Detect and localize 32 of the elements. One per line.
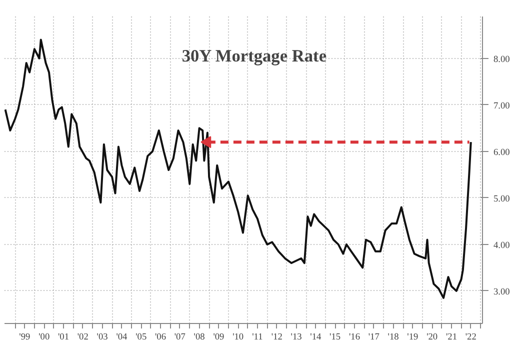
x-tick-label: '07 [174, 332, 186, 342]
x-tick-label: '16 [349, 332, 360, 342]
x-tick-label: '22 [465, 332, 477, 342]
x-tick-label: '18 [388, 332, 400, 342]
x-tick-label: '99 [19, 332, 31, 342]
x-tick-label: '20 [426, 332, 438, 342]
x-tick-label: '08 [194, 332, 206, 342]
x-tick-label: '13 [290, 332, 302, 342]
x-tick-label: '14 [310, 332, 322, 342]
y-tick-label: 8.00 [494, 54, 510, 65]
y-tick-label: 5.00 [494, 194, 510, 204]
y-tick-label: 6.00 [494, 148, 510, 158]
x-tick-label: '10 [232, 332, 244, 342]
x-tick-label: '15 [330, 332, 341, 342]
x-tick-label: '05 [136, 332, 147, 342]
x-tick-label: '11 [252, 332, 264, 342]
x-tick-label: '02 [77, 332, 89, 342]
y-tick-label: 4.00 [494, 240, 510, 251]
x-tick-label: '01 [58, 332, 70, 342]
x-tick-label: '17 [368, 332, 380, 342]
x-tick-label: '12 [271, 332, 283, 342]
x-tick-label: '21 [446, 332, 458, 342]
x-tick-label: '06 [154, 332, 166, 342]
y-tick-label: 3.00 [494, 287, 510, 298]
x-tick-label: '09 [213, 332, 225, 342]
x-tick-label: '19 [407, 332, 418, 342]
x-tick-label: '00 [38, 332, 50, 342]
x-tick-label: '04 [116, 332, 128, 342]
x-tick-label: '03 [96, 332, 108, 342]
y-tick-label: 7.00 [494, 101, 510, 112]
line-series [4, 38, 472, 299]
text: 30Y Mortgage Rate [182, 46, 327, 66]
